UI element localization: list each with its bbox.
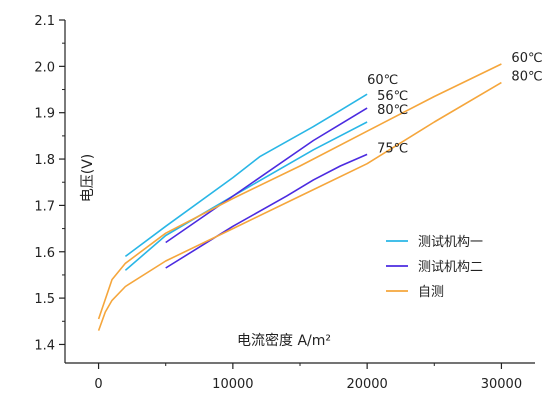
y-tick-label: 1.6 (34, 246, 55, 261)
series-line (165, 107, 368, 244)
y-tick-label: 1.5 (34, 292, 55, 307)
series-end-label: 80℃ (511, 70, 542, 85)
y-tick-label: 1.9 (34, 107, 55, 122)
series-labels: 60℃80℃56℃75℃60℃80℃ (367, 51, 542, 156)
series-line (124, 121, 368, 271)
series-line (165, 153, 368, 269)
x-tick-label: 20000 (346, 377, 387, 392)
y-tick-label: 1.8 (34, 153, 55, 168)
axes: 1.4 1.5 1.6 1.7 1.8 1.9 2.0 2.1 0 10000 20000 30000 (34, 14, 535, 392)
y-tick-label: 1.4 (34, 338, 55, 353)
series-line (97, 81, 502, 331)
series-lines (97, 63, 502, 331)
series-end-label: 75℃ (377, 141, 408, 156)
series-end-label: 80℃ (377, 103, 408, 118)
legend-label: 测试机构二 (418, 260, 483, 275)
y-axis-title: 电压(V) (80, 154, 96, 203)
y-tick-label: 2.1 (34, 14, 55, 29)
x-tick-label: 10000 (212, 377, 253, 392)
legend-label: 测试机构一 (418, 235, 483, 250)
series-end-label: 60℃ (511, 51, 542, 66)
series-line (124, 93, 368, 258)
series-end-label: 60℃ (367, 73, 398, 88)
y-tick-label: 1.7 (34, 199, 55, 214)
y-tick-label: 2.0 (34, 60, 55, 75)
x-axis-title: 电流密度 A/m² (237, 332, 331, 349)
x-tick-label: 30000 (481, 377, 522, 392)
series-line (97, 63, 502, 320)
series-end-label: 56℃ (377, 89, 408, 104)
legend-label: 自测 (418, 285, 444, 300)
x-tick-label: 0 (94, 377, 102, 392)
